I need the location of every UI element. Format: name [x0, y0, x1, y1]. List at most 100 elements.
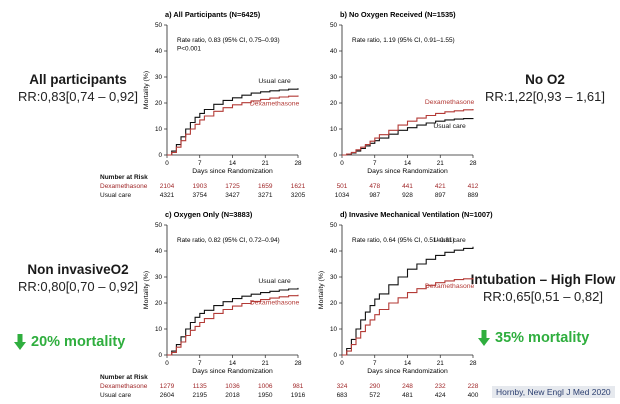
x-tick-label: 7 — [198, 360, 202, 367]
mortality-20-callout: 20% mortality — [14, 334, 125, 350]
dexamethasone-label: Dexamethasone — [425, 283, 475, 290]
risk-table-all: Number at Risk Dexamethasone 2104 1903 1725 1… — [100, 174, 310, 204]
mortality-20-text: 20% mortality — [31, 334, 126, 350]
x-tick-label: 28 — [294, 360, 302, 367]
risk-value: 3205 — [290, 192, 306, 199]
risk-row-label: Dexamethasone — [100, 383, 148, 390]
dexamethasone-label: Dexamethasone — [250, 100, 300, 107]
mortality-35-callout: 35% mortality — [478, 330, 589, 346]
risk-row-label: Usual care — [100, 392, 132, 399]
risk-value: 3427 — [225, 192, 240, 199]
y-axis-label: Mortality (%) — [143, 71, 150, 109]
y-tick-label: 20 — [155, 300, 163, 307]
x-tick-label: 0 — [340, 160, 344, 167]
dexamethasone-line — [342, 109, 474, 156]
risk-value: 228 — [467, 383, 479, 390]
risk-value: 987 — [369, 192, 381, 199]
x-tick-label: 14 — [229, 160, 237, 167]
y-tick-label: 50 — [330, 222, 338, 229]
risk-value: 324 — [336, 383, 348, 390]
risk-value: 2018 — [225, 392, 240, 399]
usual-care-label: Usual care — [433, 123, 466, 130]
chart-title: d) Invasive Mechanical Ventilation (N=10… — [340, 210, 493, 219]
x-tick-label: 14 — [404, 360, 412, 367]
y-tick-label: 0 — [158, 352, 162, 359]
y-axis-label: Mortality (%) — [318, 271, 325, 309]
y-tick-label: 20 — [330, 300, 338, 307]
risk-value: 1725 — [225, 183, 240, 190]
risk-table-header: Number at Risk — [100, 374, 148, 381]
risk-value: 400 — [467, 392, 479, 399]
y-tick-label: 30 — [330, 74, 338, 81]
x-tick-label: 14 — [229, 360, 237, 367]
rate-ratio-text: Rate ratio, 1.19 (95% CI, 0.91–1.55) — [352, 37, 455, 44]
risk-value: 1034 — [334, 192, 350, 199]
risk-value: 1659 — [258, 183, 273, 190]
y-tick-label: 50 — [330, 22, 338, 29]
risk-value: 441 — [402, 183, 413, 190]
label-all-title: All participants — [29, 72, 127, 87]
dexamethasone-line — [342, 278, 474, 356]
risk-table-no-oxygen: 501 478 441 421 412 1034 987 928 897 889 — [310, 174, 485, 204]
x-tick-label: 0 — [340, 360, 344, 367]
rate-ratio-text: P<0.001 — [177, 46, 201, 53]
x-tick-label: 0 — [165, 160, 169, 167]
x-tick-label: 7 — [373, 160, 377, 167]
label-non-invasive: Non invasiveO2 RR:0,80[0,70 – 0,92] — [8, 262, 148, 294]
x-tick-label: 21 — [262, 360, 270, 367]
y-tick-label: 20 — [155, 100, 163, 107]
risk-value: 1621 — [290, 183, 306, 190]
y-tick-label: 10 — [155, 126, 163, 133]
risk-value: 2104 — [159, 183, 175, 190]
risk-value: 424 — [434, 392, 446, 399]
chart-title: b) No Oxygen Received (N=1535) — [340, 10, 456, 19]
y-tick-label: 30 — [330, 274, 338, 281]
usual-care-label: Usual care — [258, 78, 291, 85]
x-tick-label: 21 — [437, 160, 445, 167]
risk-value: 1006 — [258, 383, 273, 390]
risk-value: 1279 — [159, 383, 175, 390]
usual-care-line — [167, 88, 299, 156]
y-tick-label: 50 — [155, 22, 163, 29]
x-axis-label: Days since Randomization — [192, 368, 273, 375]
risk-value: 248 — [402, 383, 413, 390]
label-noo2-title: No O2 — [525, 72, 565, 87]
usual-care-line — [342, 246, 474, 356]
dexamethasone-label: Dexamethasone — [250, 300, 300, 307]
risk-value: 889 — [467, 192, 479, 199]
risk-table-invasive: 324 290 248 232 228 683 572 481 424 400 — [310, 374, 485, 404]
y-axis-label: Mortality (%) — [143, 271, 150, 309]
y-tick-label: 10 — [155, 326, 163, 333]
usual-care-line — [167, 287, 299, 356]
y-tick-label: 10 — [330, 326, 338, 333]
risk-table-oxygen-only: Number at Risk Dexamethasone 1279 1135 1036 1… — [100, 374, 310, 404]
risk-value: 4321 — [159, 192, 175, 199]
x-axis-label: Days since Randomization — [367, 168, 448, 175]
x-tick-label: 14 — [404, 160, 412, 167]
y-tick-label: 20 — [330, 100, 338, 107]
risk-value: 981 — [292, 383, 304, 390]
risk-value: 572 — [369, 392, 381, 399]
x-tick-label: 7 — [373, 360, 377, 367]
risk-row-label: Usual care — [100, 192, 132, 199]
risk-value: 481 — [402, 392, 413, 399]
chart-all-participants: a) All Participants (N=6425) Rate ratio, … — [143, 10, 302, 175]
risk-row-label: Dexamethasone — [100, 183, 148, 190]
risk-value: 421 — [434, 183, 446, 190]
risk-value: 1916 — [290, 392, 306, 399]
rate-ratio-text: Rate ratio, 0.83 (95% CI, 0.75–0.93) — [177, 37, 280, 44]
x-tick-label: 28 — [294, 160, 302, 167]
risk-value: 232 — [434, 383, 446, 390]
rate-ratio-text: Rate ratio, 0.82 (95% CI, 0.72–0.94) — [177, 237, 280, 244]
risk-value: 412 — [467, 183, 479, 190]
rate-ratio-text: Rate ratio, 0.64 (95% CI, 0.51–0.81) — [352, 237, 455, 244]
y-tick-label: 10 — [330, 126, 338, 133]
down-arrow-icon — [14, 334, 26, 350]
dexamethasone-line — [167, 294, 299, 356]
usual-care-label: Usual care — [433, 237, 466, 244]
chart-title: c) Oxygen Only (N=3883) — [165, 210, 253, 219]
x-tick-label: 7 — [198, 160, 202, 167]
risk-value: 290 — [369, 383, 381, 390]
x-axis-label: Days since Randomization — [367, 368, 448, 375]
risk-value: 3271 — [258, 192, 273, 199]
